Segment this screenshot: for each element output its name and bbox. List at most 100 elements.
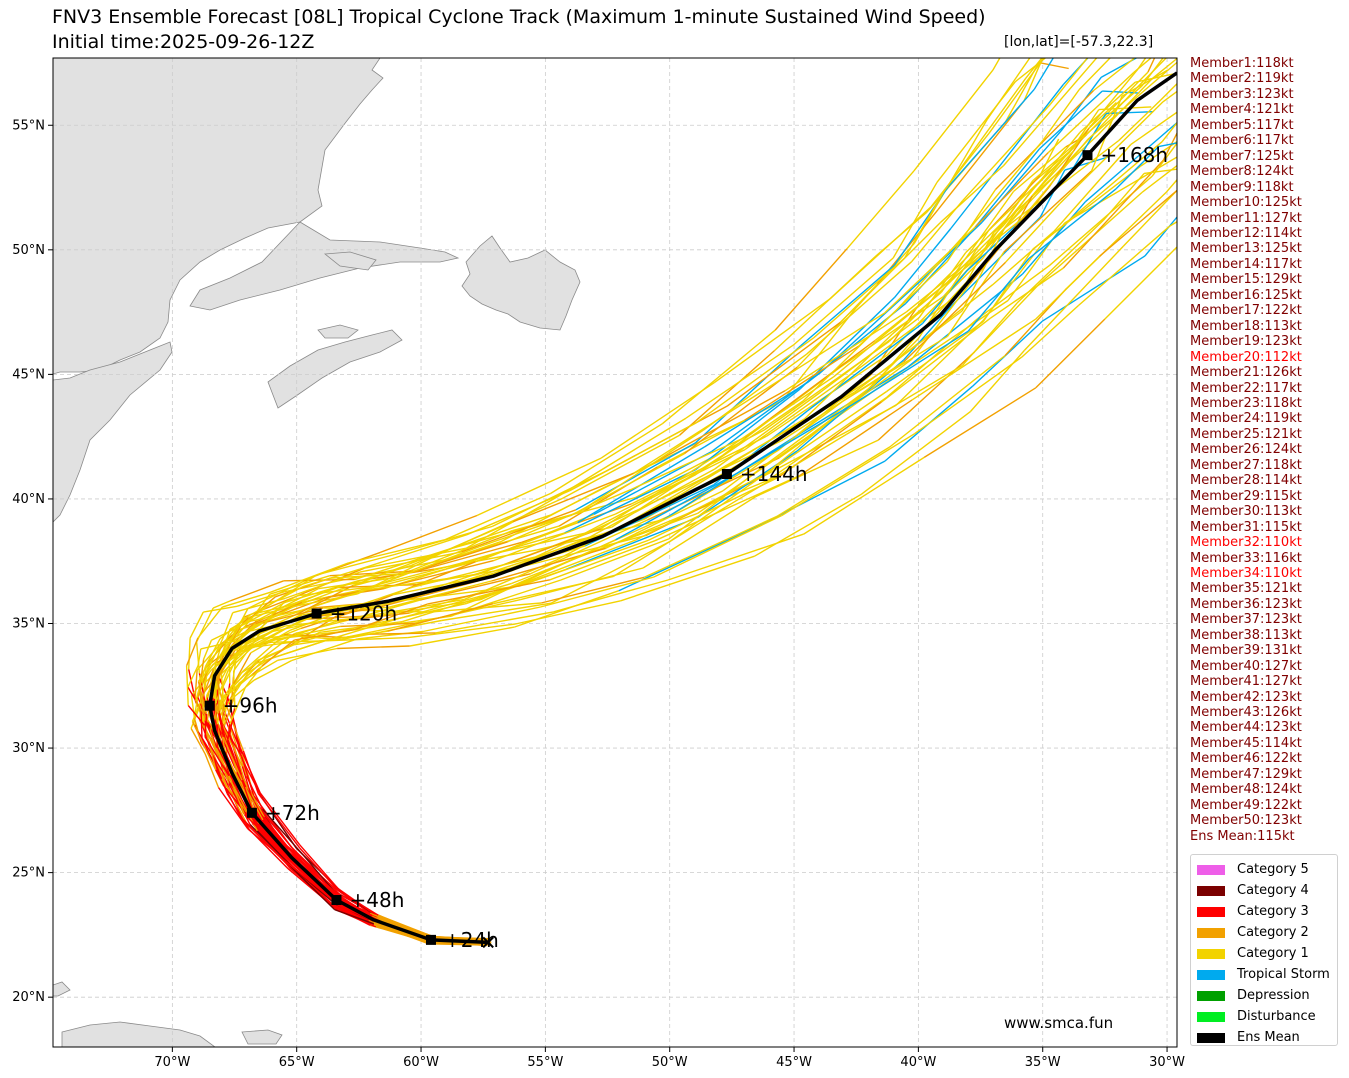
x-tick-label: 55°W <box>527 1055 563 1070</box>
member-track-segment <box>553 579 669 613</box>
member-track-segment <box>792 257 894 346</box>
member-track-segment <box>1003 170 1093 253</box>
member-track-segment <box>550 541 670 604</box>
member-track-segment <box>960 141 1043 239</box>
member-track-segment <box>229 686 247 725</box>
member-track-segment <box>653 390 786 464</box>
member-track-segment <box>1160 82 1177 101</box>
member-track-segment <box>1041 89 1080 142</box>
member-track-segment <box>1003 58 1098 166</box>
member-track-segment <box>630 436 746 491</box>
time-marker-label: +168h <box>1100 143 1168 167</box>
member-track-segment <box>197 648 202 666</box>
time-marker <box>425 934 436 945</box>
member-track-segment <box>1094 34 1127 50</box>
time-marker <box>1082 150 1093 161</box>
member-track-segment <box>251 626 289 649</box>
member-track-segment <box>534 508 640 558</box>
member-track-segment <box>888 241 992 343</box>
member-track-segment <box>195 666 207 702</box>
legend-entry: Category 4 <box>1195 880 1337 901</box>
member-entry: Member2:119kt <box>1190 71 1294 87</box>
member-track-segment <box>436 514 552 555</box>
member-track-segment <box>947 88 1035 188</box>
member-track-segment <box>762 404 897 478</box>
land-nova-scotia <box>267 329 403 409</box>
member-track-segment <box>962 302 1018 366</box>
member-track-segment <box>1049 58 1089 105</box>
land-puerto-rico <box>241 1029 283 1045</box>
member-track-segment <box>244 814 292 860</box>
member-entry: Member46:122kt <box>1190 751 1302 767</box>
member-track-segment <box>202 640 213 660</box>
member-track-segment <box>475 521 578 563</box>
member-track-segment <box>865 338 919 393</box>
legend-label: Disturbance <box>1237 1009 1316 1024</box>
member-track-segment <box>250 629 291 654</box>
member-track-segment <box>860 410 972 495</box>
member-track-segment <box>1162 90 1177 103</box>
legend-entry: Ens Mean <box>1195 1027 1337 1048</box>
member-track-segment <box>225 705 245 752</box>
member-track-segment <box>257 793 301 849</box>
member-track-segment <box>285 617 353 627</box>
member-entry: Member44:123kt <box>1190 720 1302 736</box>
member-track-segment <box>1013 146 1067 193</box>
member-track-segment <box>241 640 278 673</box>
member-track-segment <box>200 707 203 739</box>
member-entry: Member47:129kt <box>1190 766 1302 782</box>
member-track-segment <box>218 713 224 738</box>
member-track-segment <box>228 775 246 815</box>
member-track-segment <box>511 539 616 589</box>
member-entry: Member20:112kt <box>1190 349 1302 365</box>
member-track-segment <box>1032 85 1143 182</box>
member-track-segment <box>1141 58 1164 87</box>
member-track-segment <box>577 429 704 514</box>
member-entry: Member42:123kt <box>1190 689 1302 705</box>
member-track-segment <box>970 349 1025 412</box>
legend-swatch <box>1197 1011 1225 1022</box>
member-track-segment <box>190 728 206 755</box>
member-entry: Member40:127kt <box>1190 658 1302 674</box>
member-track-segment <box>272 625 341 642</box>
member-track-segment <box>944 77 1027 191</box>
member-track-segment <box>297 586 373 597</box>
legend-swatch <box>1197 906 1225 917</box>
land-hispaniola <box>61 1021 216 1047</box>
member-track-segment <box>239 595 298 628</box>
member-track-segment <box>1162 5 1179 36</box>
member-track-segment <box>348 539 446 564</box>
member-track-segment <box>918 252 967 319</box>
member-entry: Member27:118kt <box>1190 457 1302 473</box>
member-track-segment <box>185 665 189 706</box>
member-track-segment <box>250 609 302 622</box>
member-track-segment <box>326 630 388 641</box>
time-marker <box>311 608 322 619</box>
member-entry: Member28:114kt <box>1190 473 1302 489</box>
member-track-segment <box>203 725 217 770</box>
member-track-segment <box>449 514 571 550</box>
member-track-segment <box>201 738 223 780</box>
member-track-segment <box>1021 304 1080 358</box>
y-tick-label: 45°N <box>12 367 45 382</box>
member-track-segment <box>977 264 1051 320</box>
member-track-segment <box>385 559 494 589</box>
member-track-segment <box>756 312 886 396</box>
member-track-segment <box>799 264 895 347</box>
member-track-segment <box>564 468 697 534</box>
member-entry: Member38:113kt <box>1190 627 1302 643</box>
member-entry: Member41:127kt <box>1190 674 1302 690</box>
member-track-segment <box>1025 58 1043 79</box>
legend-entry: Disturbance <box>1195 1006 1337 1027</box>
member-track-segment <box>479 512 579 548</box>
member-track-segment <box>892 291 942 335</box>
start-position-marker <box>482 936 494 949</box>
member-track-segment <box>1087 61 1177 140</box>
member-track-segment <box>939 164 1005 224</box>
member-entry: Member35:121kt <box>1190 581 1302 597</box>
member-track-segment <box>293 853 340 897</box>
member-track-segment <box>1078 58 1112 91</box>
member-track-segment <box>889 354 1006 448</box>
member-track-segment <box>874 211 928 258</box>
member-track-segment <box>232 652 252 685</box>
